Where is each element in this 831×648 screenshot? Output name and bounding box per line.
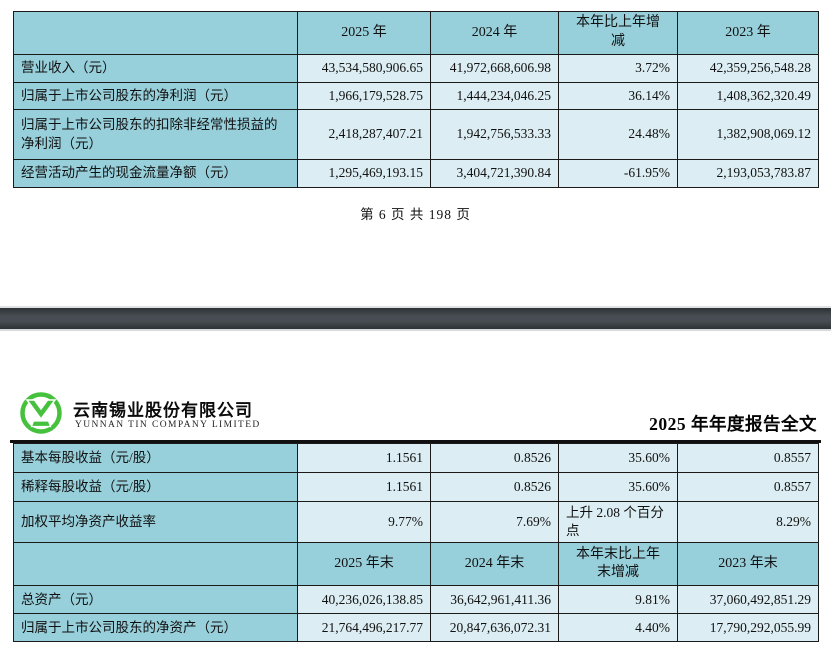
header-cell-change-end: 本年末比上年末增减 [558,542,678,587]
header-cell-2025: 2025 年 [297,11,431,55]
value-2024: 20,847,636,072.31 [430,613,559,643]
value-2023: 2,193,053,783.87 [677,159,819,188]
row-label: 归属于上市公司股东的净资产（元） [13,613,298,643]
value-2024: 7.69% [430,500,559,544]
company-logo-icon [20,392,62,434]
value-change: 4.40% [558,613,678,643]
value-2024: 3,404,721,390.84 [430,159,559,188]
value-2024: 1,942,756,533.33 [430,109,559,160]
value-2025: 1.1561 [297,443,431,473]
value-2023: 1,408,362,320.49 [677,82,819,110]
value-2025: 1,295,469,193.15 [297,159,431,188]
value-change: 3.72% [558,54,678,83]
header-cell-2025-end: 2025 年末 [297,542,431,587]
table-header-row: 2025 年 2024 年 本年比上年增减 2023 年 [13,11,819,55]
financial-summary-table-continued: 基本每股收益（元/股） 1.1561 0.8526 35.60% 0.8557 … [13,443,819,643]
value-change: 9.81% [558,585,678,615]
row-label: 经营活动产生的现金流量净额（元） [13,159,298,188]
company-name-cn: 云南锡业股份有限公司 [73,401,253,420]
row-label: 归属于上市公司股东的净利润（元） [13,82,298,110]
value-2025: 21,764,496,217.77 [297,613,431,643]
header-cell-2023-end: 2023 年末 [677,542,819,587]
value-2023: 17,790,292,055.99 [677,613,819,643]
value-2024: 0.8526 [430,443,559,473]
row-label: 加权平均净资产收益率 [13,500,298,544]
value-2023: 37,060,492,851.29 [677,585,819,615]
table-header-row: 2025 年末 2024 年末 本年末比上年末增减 2023 年末 [13,542,819,587]
page-number-footer: 第 6 页 共 198 页 [360,207,471,222]
value-2023: 0.8557 [677,443,819,473]
value-change: -61.95% [558,159,678,188]
value-change: 上升 2.08 个百分点 [558,500,678,544]
financial-summary-table: 2025 年 2024 年 本年比上年增减 2023 年 营业收入（元） 43,… [13,11,819,188]
row-label: 归属于上市公司股东的扣除非经常性损益的净利润（元） [13,109,298,160]
value-2024: 0.8526 [430,472,559,502]
header-cell-2024-end: 2024 年末 [430,542,559,587]
value-2023: 0.8557 [677,472,819,502]
table-row: 加权平均净资产收益率 9.77% 7.69% 上升 2.08 个百分点 8.29… [13,500,819,544]
row-label: 营业收入（元） [13,54,298,83]
value-change: 35.60% [558,472,678,502]
value-2025: 1,966,179,528.75 [297,82,431,110]
header-cell-blank [13,542,298,587]
row-label: 总资产（元） [13,585,298,615]
value-2023: 8.29% [677,500,819,544]
table-row: 稀释每股收益（元/股） 1.1561 0.8526 35.60% 0.8557 [13,472,819,502]
value-2025: 40,236,026,138.85 [297,585,431,615]
table-row: 总资产（元） 40,236,026,138.85 36,642,961,411.… [13,585,819,615]
header-rule [10,440,821,443]
header-cell-2024: 2024 年 [430,11,559,55]
value-2025: 9.77% [297,500,431,544]
table-row: 营业收入（元） 43,534,580,906.65 41,972,668,606… [13,54,819,83]
header-cell-2023: 2023 年 [677,11,819,55]
value-2025: 1.1561 [297,472,431,502]
value-2025: 43,534,580,906.65 [297,54,431,83]
value-2024: 36,642,961,411.36 [430,585,559,615]
value-change: 36.14% [558,82,678,110]
header-cell-change: 本年比上年增减 [558,11,678,55]
table-row: 归属于上市公司股东的净利润（元） 1,966,179,528.75 1,444,… [13,82,819,110]
value-2024: 1,444,234,046.25 [430,82,559,110]
value-2023: 1,382,908,069.12 [677,109,819,160]
header-cell-blank [13,11,298,55]
report-title: 2025 年年度报告全文 [649,414,817,434]
table-row: 归属于上市公司股东的净资产（元） 21,764,496,217.77 20,84… [13,613,819,643]
value-2023: 42,359,256,548.28 [677,54,819,83]
table-row: 基本每股收益（元/股） 1.1561 0.8526 35.60% 0.8557 [13,443,819,473]
row-label: 稀释每股收益（元/股） [13,472,298,502]
value-2024: 41,972,668,606.98 [430,54,559,83]
value-change: 24.48% [558,109,678,160]
value-2025: 2,418,287,407.21 [297,109,431,160]
table-row: 经营活动产生的现金流量净额（元） 1,295,469,193.15 3,404,… [13,159,819,188]
row-label: 基本每股收益（元/股） [13,443,298,473]
table-row: 归属于上市公司股东的扣除非经常性损益的净利润（元） 2,418,287,407.… [13,109,819,160]
pdf-page-separator [0,306,831,331]
value-change: 35.60% [558,443,678,473]
company-name-en: YUNNAN TIN COMPANY LIMITED [75,420,261,430]
